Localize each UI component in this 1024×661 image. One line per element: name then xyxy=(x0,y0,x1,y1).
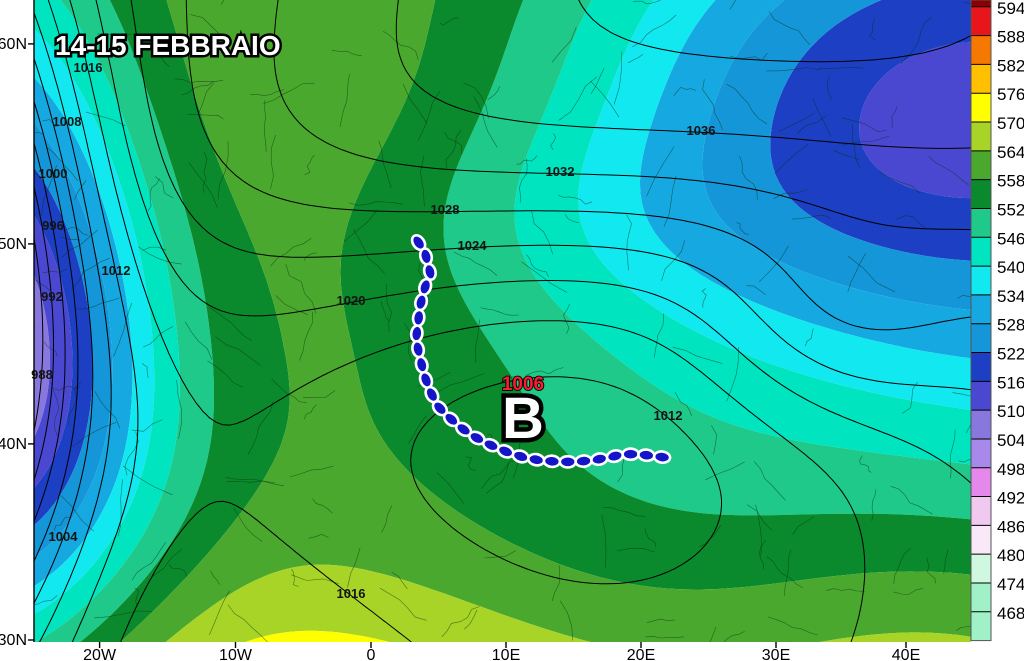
svg-text:480: 480 xyxy=(997,546,1024,565)
svg-text:40E: 40E xyxy=(892,647,920,661)
svg-text:504: 504 xyxy=(997,431,1024,450)
svg-text:474: 474 xyxy=(997,575,1024,594)
svg-text:540: 540 xyxy=(997,258,1024,277)
svg-text:522: 522 xyxy=(997,345,1024,364)
svg-text:558: 558 xyxy=(997,172,1024,191)
svg-text:486: 486 xyxy=(997,517,1024,536)
svg-text:1024: 1024 xyxy=(458,238,488,253)
svg-text:492: 492 xyxy=(997,489,1024,508)
svg-text:588: 588 xyxy=(997,28,1024,47)
svg-text:1032: 1032 xyxy=(546,164,575,179)
svg-text:546: 546 xyxy=(997,229,1024,248)
svg-text:30E: 30E xyxy=(762,647,790,661)
svg-text:B: B xyxy=(502,386,544,451)
svg-text:594: 594 xyxy=(997,0,1024,18)
svg-text:1008: 1008 xyxy=(53,114,82,129)
svg-text:20W: 20W xyxy=(83,647,117,661)
svg-text:40N: 40N xyxy=(0,436,27,453)
svg-text:528: 528 xyxy=(997,316,1024,335)
svg-text:576: 576 xyxy=(997,85,1024,104)
svg-text:1036: 1036 xyxy=(687,123,716,138)
svg-text:1016: 1016 xyxy=(74,60,103,75)
svg-text:60N: 60N xyxy=(0,36,27,53)
svg-text:1020: 1020 xyxy=(337,293,366,308)
svg-text:1004: 1004 xyxy=(49,529,79,544)
svg-text:50N: 50N xyxy=(0,236,27,253)
svg-text:534: 534 xyxy=(997,287,1024,306)
svg-text:1012: 1012 xyxy=(654,408,683,423)
svg-text:14-15 FEBBRAIO: 14-15 FEBBRAIO xyxy=(55,30,281,61)
svg-text:1016: 1016 xyxy=(337,586,366,601)
svg-text:552: 552 xyxy=(997,200,1024,219)
svg-text:498: 498 xyxy=(997,460,1024,479)
svg-text:1012: 1012 xyxy=(102,263,131,278)
svg-text:570: 570 xyxy=(997,114,1024,133)
svg-text:996: 996 xyxy=(42,218,64,233)
svg-text:468: 468 xyxy=(997,604,1024,623)
svg-text:1000: 1000 xyxy=(39,166,68,181)
svg-text:992: 992 xyxy=(41,289,63,304)
svg-text:1028: 1028 xyxy=(431,202,460,217)
svg-text:516: 516 xyxy=(997,373,1024,392)
svg-text:564: 564 xyxy=(997,143,1024,162)
svg-text:10W: 10W xyxy=(219,647,253,661)
svg-text:10E: 10E xyxy=(492,647,520,661)
svg-text:0: 0 xyxy=(367,647,376,661)
svg-text:30N: 30N xyxy=(0,632,27,649)
svg-text:582: 582 xyxy=(997,56,1024,75)
svg-text:20E: 20E xyxy=(627,647,655,661)
svg-text:510: 510 xyxy=(997,402,1024,421)
